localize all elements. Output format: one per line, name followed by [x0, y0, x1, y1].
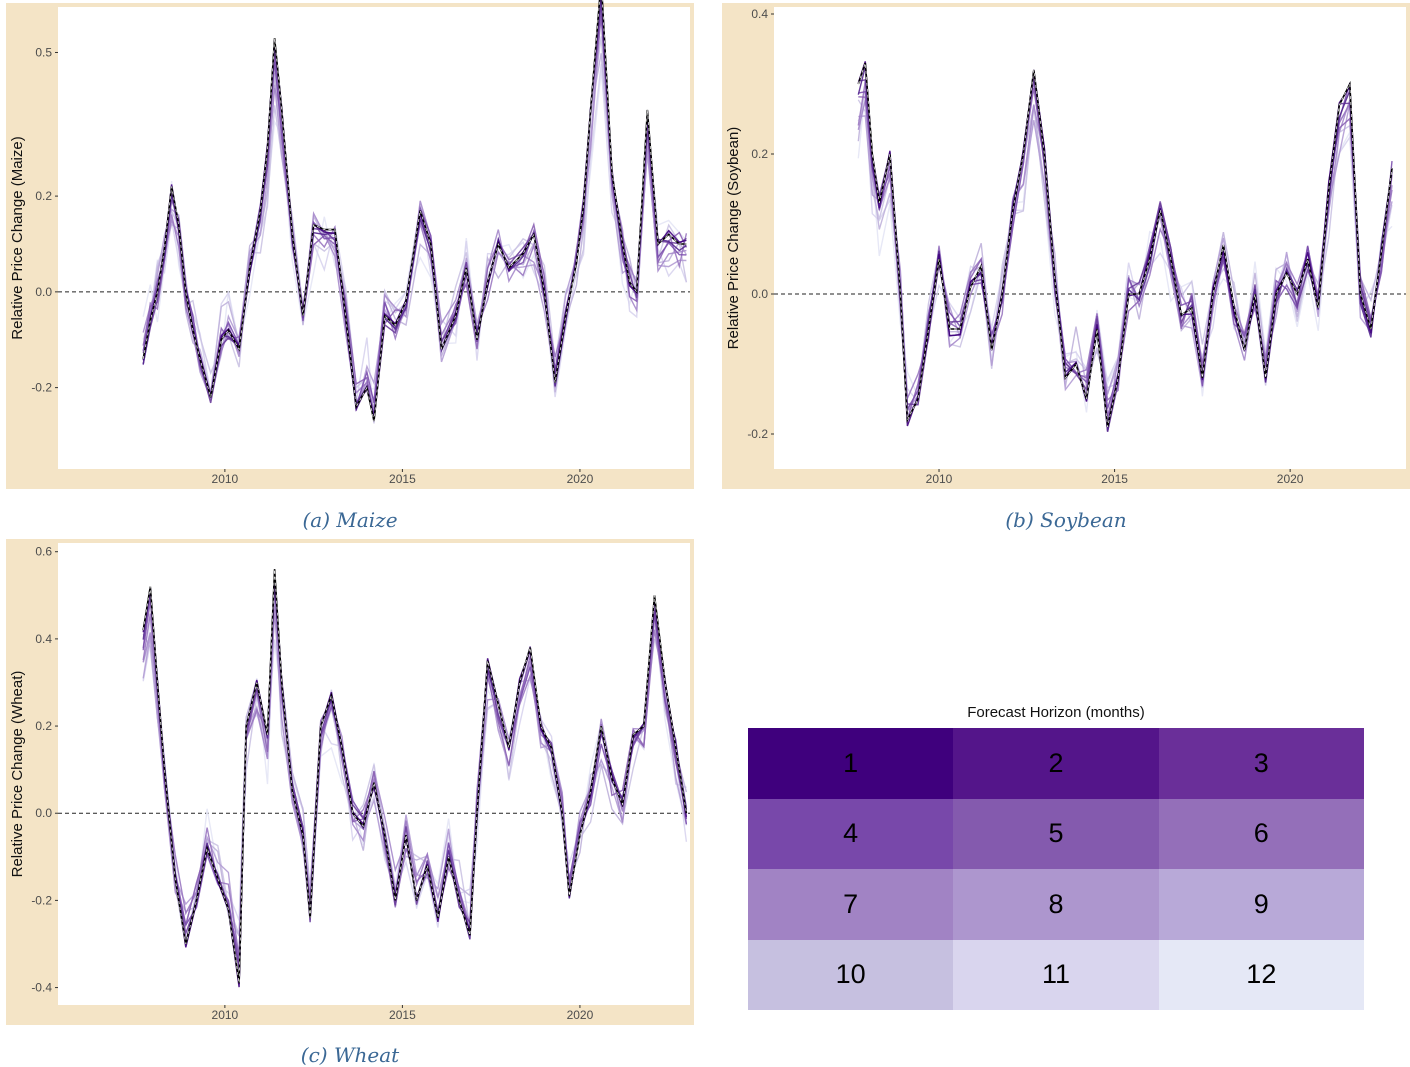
legend-item-7: 7: [748, 869, 954, 940]
actual-line-dash: [142, 569, 687, 984]
y-tick-label: -0.4: [31, 981, 52, 995]
legend-item-3: 3: [1158, 728, 1364, 799]
x-tick-label: 2015: [389, 1008, 416, 1022]
legend-item-6: 6: [1158, 798, 1364, 869]
wheat-caption: (c) Wheat: [300, 1043, 400, 1067]
actual-line-dash: [142, 0, 687, 422]
wheat-chart: 2010 2015 2020 -0.4 -0.2 0.0 0.2 0.4 0.6 Relative…: [9, 543, 690, 1022]
forecast-horizon-legend: 1 2 3 4 5 6 7 8 9 10 11 12: [748, 728, 1364, 1010]
maize-caption: (a) Maize: [302, 508, 398, 532]
legend-item-2: 2: [953, 728, 1159, 799]
x-tick-label: 2010: [926, 472, 953, 486]
y-tick-label: -0.2: [31, 381, 52, 395]
x-tick-label: 2020: [567, 1008, 594, 1022]
legend-item-8: 8: [953, 869, 1159, 940]
legend-item-5: 5: [953, 798, 1159, 869]
legend-item-11: 11: [953, 939, 1159, 1010]
legend-item-10: 10: [748, 939, 954, 1010]
y-tick-label: 0.0: [35, 285, 52, 299]
legend-item-12: 12: [1158, 939, 1364, 1010]
x-tick-label: 2010: [212, 472, 239, 486]
x-tick-label: 2015: [389, 472, 416, 486]
forecast-line-h3: [142, 584, 688, 970]
y-tick-label: -0.2: [31, 893, 52, 907]
y-tick-label: 0.2: [35, 719, 52, 733]
x-tick-label: 2015: [1101, 472, 1128, 486]
y-tick-label: 0.2: [35, 189, 52, 203]
x-tick-label: 2010: [212, 1008, 239, 1022]
soybean-chart: 2010 2015 2020 -0.2 0.0 0.2 0.4 Relative Price …: [725, 7, 1406, 486]
y-axis-label: Relative Price Change (Soybean): [725, 127, 742, 350]
maize-chart-panel: 2010 2015 2020 -0.2 0.0 0.2 0.5 Relative Price …: [6, 0, 694, 489]
y-tick-label: 0.0: [751, 287, 768, 301]
soybean-chart-panel: 2010 2015 2020 -0.2 0.0 0.2 0.4 Relative Price …: [722, 3, 1410, 489]
legend-title: Forecast Horizon (months): [967, 704, 1145, 721]
legend-item-4: 4: [748, 798, 954, 869]
maize-chart: 2010 2015 2020 -0.2 0.0 0.2 0.5 Relative Price …: [9, 0, 690, 486]
y-axis-label: Relative Price Change (Maize): [9, 136, 26, 339]
x-tick-label: 2020: [567, 472, 594, 486]
x-tick-label: 2020: [1277, 472, 1304, 486]
y-tick-label: 0.4: [751, 7, 768, 21]
y-tick-label: 0.0: [35, 806, 52, 820]
actual-line: [857, 62, 1393, 428]
y-tick-label: -0.2: [747, 427, 768, 441]
y-tick-label: 0.2: [751, 147, 768, 161]
wheat-chart-panel: 2010 2015 2020 -0.4 -0.2 0.0 0.2 0.4 0.6 Relative…: [6, 539, 694, 1025]
soybean-caption: (b) Soybean: [1005, 508, 1127, 532]
y-tick-label: 0.6: [35, 545, 52, 559]
plot-area: [774, 7, 1406, 469]
y-axis-label: Relative Price Change (Wheat): [9, 671, 26, 878]
y-tick-label: 0.4: [35, 632, 52, 646]
legend-item-1: 1: [748, 728, 954, 799]
y-tick-label: 0.5: [35, 45, 52, 59]
forecast-line-h9: [142, 53, 688, 409]
legend-item-9: 9: [1158, 869, 1364, 940]
